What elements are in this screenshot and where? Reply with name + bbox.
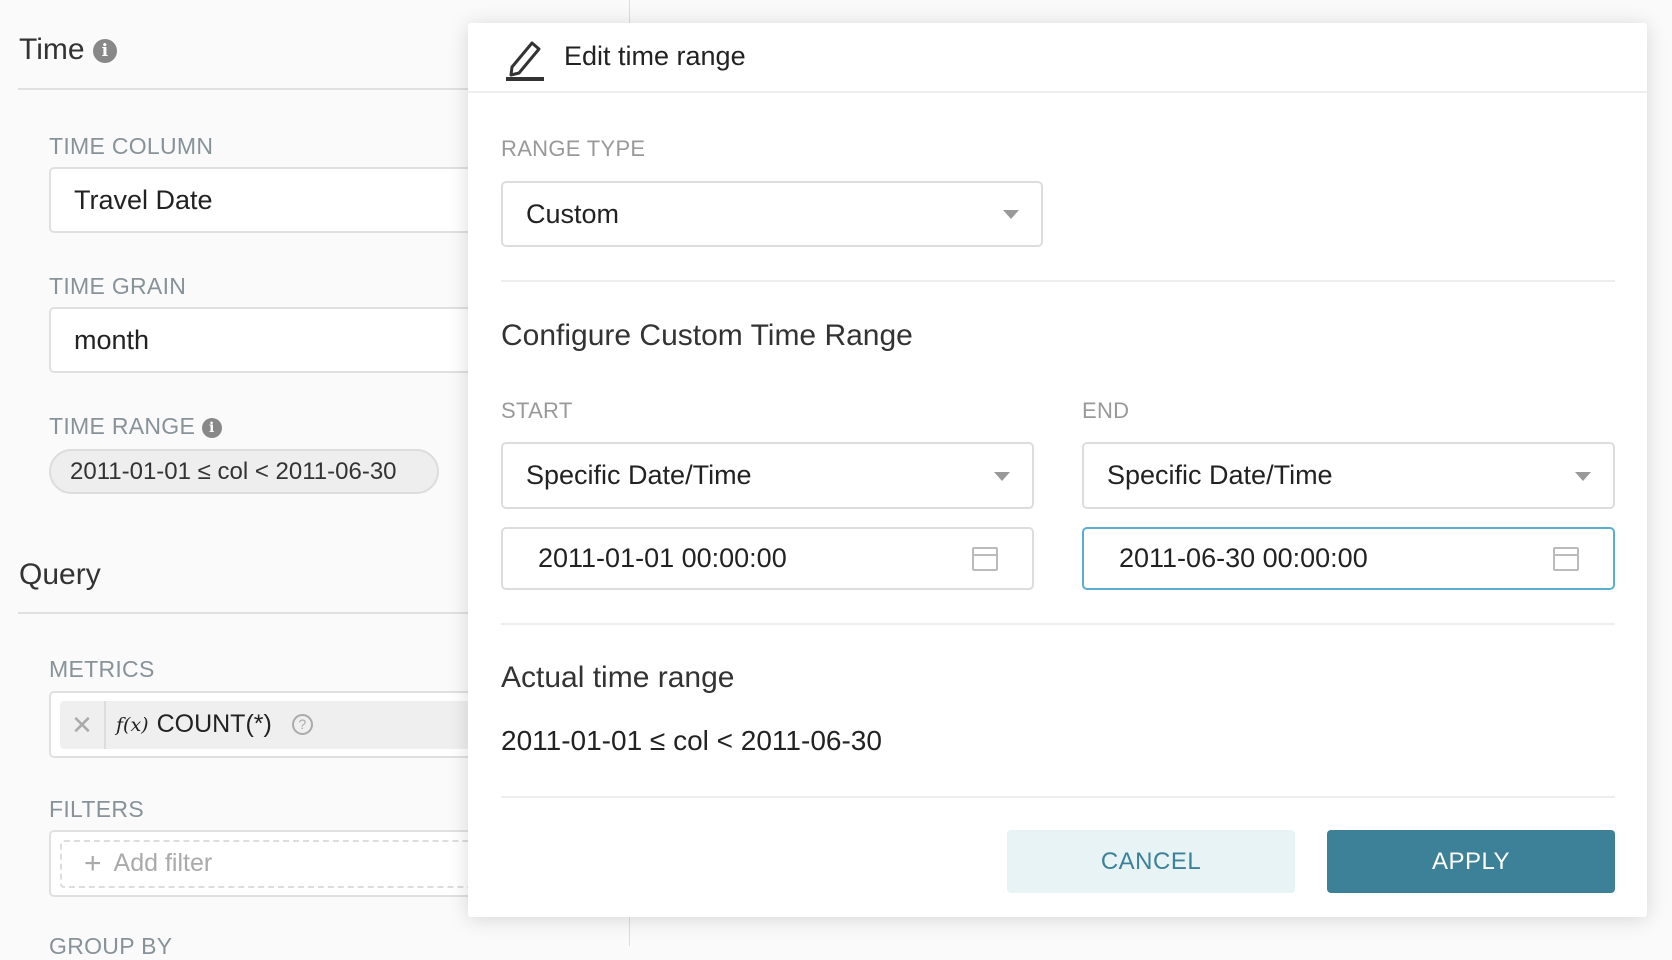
divider bbox=[18, 88, 478, 90]
divider bbox=[501, 280, 1615, 282]
header-divider bbox=[468, 91, 1647, 93]
time-grain-select[interactable]: month bbox=[49, 307, 509, 373]
cancel-button[interactable]: CANCEL bbox=[1007, 830, 1295, 893]
calendar-icon[interactable] bbox=[972, 546, 998, 571]
divider bbox=[18, 612, 478, 614]
plus-icon: + bbox=[84, 846, 102, 880]
time-grain-value: month bbox=[74, 324, 150, 355]
range-type-select[interactable]: Custom bbox=[501, 181, 1043, 247]
add-filter-label: Add filter bbox=[113, 849, 213, 877]
metrics-label: METRICS bbox=[49, 656, 155, 682]
actual-range-heading: Actual time range bbox=[501, 661, 735, 694]
remove-metric-icon[interactable]: ✕ bbox=[60, 700, 106, 749]
end-label: END bbox=[1082, 398, 1130, 423]
apply-button[interactable]: APPLY bbox=[1327, 830, 1615, 893]
metrics-field[interactable]: ✕ f(x) COUNT(*) ? bbox=[49, 691, 509, 758]
range-type-label: RANGE TYPE bbox=[501, 136, 646, 161]
time-range-label: TIME RANGE i bbox=[49, 413, 222, 440]
group-by-label: GROUP BY bbox=[49, 933, 173, 959]
time-column-select[interactable]: Travel Date bbox=[49, 167, 509, 233]
add-filter-button[interactable]: + Add filter bbox=[60, 839, 507, 888]
end-mode-value: Specific Date/Time bbox=[1107, 460, 1333, 490]
custom-range-heading: Configure Custom Time Range bbox=[501, 319, 913, 352]
time-grain-label: TIME GRAIN bbox=[49, 273, 187, 299]
end-date-input[interactable]: 2011-06-30 00:00:00 bbox=[1082, 527, 1615, 590]
function-icon: f(x) bbox=[116, 713, 149, 736]
start-label: START bbox=[501, 398, 573, 423]
chevron-down-icon bbox=[994, 471, 1010, 481]
query-section-title: Query bbox=[19, 558, 101, 591]
filters-field[interactable]: + Add filter bbox=[49, 830, 509, 897]
divider bbox=[501, 623, 1615, 625]
end-mode-select[interactable]: Specific Date/Time bbox=[1082, 442, 1615, 509]
time-range-pill[interactable]: 2011-01-01 ≤ col < 2011-06-30 bbox=[49, 449, 439, 494]
metric-value: COUNT(*) bbox=[156, 710, 272, 738]
filters-label: FILTERS bbox=[49, 796, 144, 822]
end-date-value: 2011-06-30 00:00:00 bbox=[1119, 543, 1368, 573]
time-section-title: Time i bbox=[19, 33, 117, 67]
info-icon[interactable]: i bbox=[92, 39, 117, 64]
actual-range-value: 2011-01-01 ≤ col < 2011-06-30 bbox=[501, 725, 882, 756]
time-column-value: Travel Date bbox=[74, 184, 213, 215]
range-type-value: Custom bbox=[526, 198, 620, 229]
time-range-value: 2011-01-01 ≤ col < 2011-06-30 bbox=[70, 457, 397, 485]
modal-title: Edit time range bbox=[564, 41, 746, 71]
pencil-icon bbox=[504, 37, 546, 81]
info-icon[interactable]: i bbox=[201, 417, 222, 438]
chevron-down-icon bbox=[1003, 210, 1019, 219]
edit-time-range-modal: Edit time range RANGE TYPE Custom Config… bbox=[468, 23, 1647, 917]
start-mode-value: Specific Date/Time bbox=[526, 460, 752, 490]
time-column-label: TIME COLUMN bbox=[49, 133, 214, 159]
start-date-value: 2011-01-01 00:00:00 bbox=[538, 543, 787, 573]
divider bbox=[501, 796, 1615, 798]
metric-tag[interactable]: ✕ f(x) COUNT(*) ? bbox=[60, 700, 500, 749]
help-icon[interactable]: ? bbox=[291, 714, 313, 735]
chevron-down-icon bbox=[1575, 471, 1591, 481]
start-date-input[interactable]: 2011-01-01 00:00:00 bbox=[501, 527, 1034, 590]
calendar-icon[interactable] bbox=[1553, 546, 1579, 571]
start-mode-select[interactable]: Specific Date/Time bbox=[501, 442, 1034, 509]
